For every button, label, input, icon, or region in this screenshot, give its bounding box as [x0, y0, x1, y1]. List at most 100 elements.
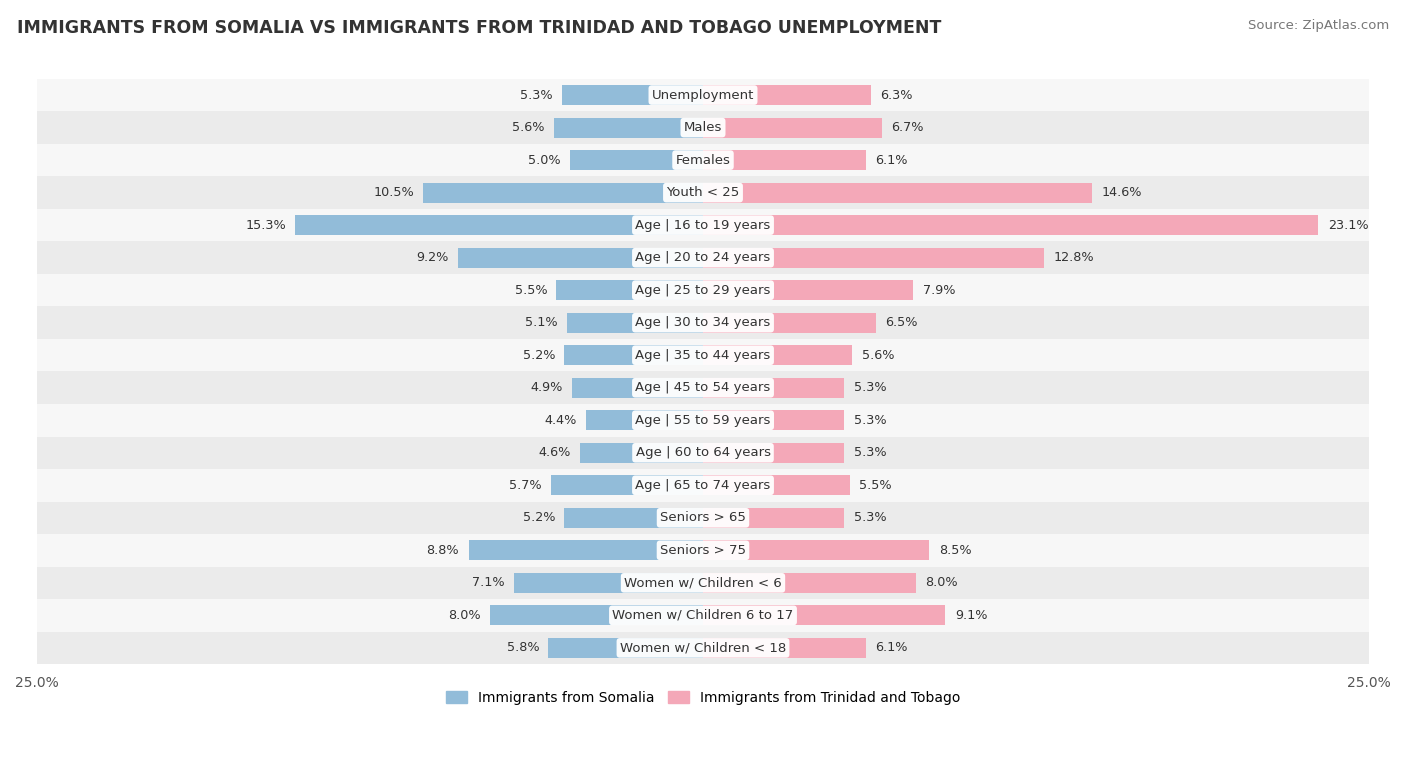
Text: Females: Females [675, 154, 731, 167]
Text: 5.0%: 5.0% [527, 154, 561, 167]
Text: 5.3%: 5.3% [853, 382, 886, 394]
Text: 12.8%: 12.8% [1053, 251, 1094, 264]
Bar [703, 410, 844, 430]
Text: Age | 35 to 44 years: Age | 35 to 44 years [636, 349, 770, 362]
Text: Source: ZipAtlas.com: Source: ZipAtlas.com [1249, 19, 1389, 32]
Text: 9.1%: 9.1% [955, 609, 987, 621]
Bar [295, 215, 703, 235]
Text: 5.5%: 5.5% [515, 284, 547, 297]
Bar [37, 599, 1369, 631]
Bar [37, 372, 1369, 404]
Text: 5.6%: 5.6% [512, 121, 544, 134]
Text: Youth < 25: Youth < 25 [666, 186, 740, 199]
Text: Age | 20 to 24 years: Age | 20 to 24 years [636, 251, 770, 264]
Bar [557, 280, 703, 301]
Bar [37, 566, 1369, 599]
Text: 6.1%: 6.1% [875, 641, 907, 654]
Bar [548, 638, 703, 658]
Text: 8.5%: 8.5% [939, 544, 972, 557]
Bar [37, 79, 1369, 111]
Text: 4.9%: 4.9% [530, 382, 564, 394]
Bar [37, 111, 1369, 144]
Text: 8.8%: 8.8% [426, 544, 460, 557]
Bar [703, 215, 1319, 235]
Text: 5.7%: 5.7% [509, 478, 541, 492]
Text: Age | 16 to 19 years: Age | 16 to 19 years [636, 219, 770, 232]
Bar [551, 475, 703, 495]
Bar [703, 85, 870, 105]
Bar [703, 475, 849, 495]
Bar [703, 443, 844, 463]
Text: 5.3%: 5.3% [520, 89, 553, 101]
Text: 23.1%: 23.1% [1327, 219, 1368, 232]
Bar [37, 502, 1369, 534]
Bar [572, 378, 703, 398]
Bar [562, 85, 703, 105]
Bar [586, 410, 703, 430]
Bar [703, 606, 945, 625]
Bar [37, 307, 1369, 339]
Text: 6.5%: 6.5% [886, 316, 918, 329]
Bar [37, 176, 1369, 209]
Text: 7.1%: 7.1% [472, 576, 505, 590]
Bar [703, 150, 866, 170]
Text: Women w/ Children < 6: Women w/ Children < 6 [624, 576, 782, 590]
Text: 5.6%: 5.6% [862, 349, 894, 362]
Bar [423, 182, 703, 203]
Text: Women w/ Children 6 to 17: Women w/ Children 6 to 17 [613, 609, 793, 621]
Bar [567, 313, 703, 333]
Text: 5.8%: 5.8% [506, 641, 538, 654]
Bar [37, 274, 1369, 307]
Text: 5.3%: 5.3% [853, 511, 886, 525]
Legend: Immigrants from Somalia, Immigrants from Trinidad and Tobago: Immigrants from Somalia, Immigrants from… [446, 691, 960, 705]
Text: 7.9%: 7.9% [922, 284, 955, 297]
Bar [703, 508, 844, 528]
Text: 5.2%: 5.2% [523, 511, 555, 525]
Text: Age | 55 to 59 years: Age | 55 to 59 years [636, 414, 770, 427]
Text: Women w/ Children < 18: Women w/ Children < 18 [620, 641, 786, 654]
Bar [703, 345, 852, 366]
Bar [37, 631, 1369, 664]
Text: 5.2%: 5.2% [523, 349, 555, 362]
Bar [37, 469, 1369, 502]
Text: 14.6%: 14.6% [1101, 186, 1142, 199]
Bar [37, 209, 1369, 241]
Bar [569, 150, 703, 170]
Bar [37, 339, 1369, 372]
Text: 4.6%: 4.6% [538, 447, 571, 459]
Bar [37, 144, 1369, 176]
Bar [703, 573, 917, 593]
Bar [37, 241, 1369, 274]
Bar [703, 638, 866, 658]
Text: Seniors > 65: Seniors > 65 [659, 511, 747, 525]
Bar [513, 573, 703, 593]
Text: Age | 65 to 74 years: Age | 65 to 74 years [636, 478, 770, 492]
Bar [564, 508, 703, 528]
Text: 8.0%: 8.0% [449, 609, 481, 621]
Text: Age | 30 to 34 years: Age | 30 to 34 years [636, 316, 770, 329]
Text: Unemployment: Unemployment [652, 89, 754, 101]
Bar [703, 248, 1045, 268]
Text: 15.3%: 15.3% [245, 219, 285, 232]
Bar [37, 534, 1369, 566]
Bar [703, 313, 876, 333]
Text: Age | 45 to 54 years: Age | 45 to 54 years [636, 382, 770, 394]
Bar [37, 437, 1369, 469]
Text: 4.4%: 4.4% [544, 414, 576, 427]
Bar [458, 248, 703, 268]
Text: 6.1%: 6.1% [875, 154, 907, 167]
Text: 10.5%: 10.5% [373, 186, 413, 199]
Text: 5.1%: 5.1% [526, 316, 558, 329]
Text: 5.5%: 5.5% [859, 478, 891, 492]
Text: 6.7%: 6.7% [891, 121, 924, 134]
Text: 9.2%: 9.2% [416, 251, 449, 264]
Text: Age | 25 to 29 years: Age | 25 to 29 years [636, 284, 770, 297]
Text: 8.0%: 8.0% [925, 576, 957, 590]
Text: Seniors > 75: Seniors > 75 [659, 544, 747, 557]
Bar [554, 117, 703, 138]
Text: 6.3%: 6.3% [880, 89, 912, 101]
Bar [703, 117, 882, 138]
Text: IMMIGRANTS FROM SOMALIA VS IMMIGRANTS FROM TRINIDAD AND TOBAGO UNEMPLOYMENT: IMMIGRANTS FROM SOMALIA VS IMMIGRANTS FR… [17, 19, 941, 37]
Text: 5.3%: 5.3% [853, 447, 886, 459]
Text: 5.3%: 5.3% [853, 414, 886, 427]
